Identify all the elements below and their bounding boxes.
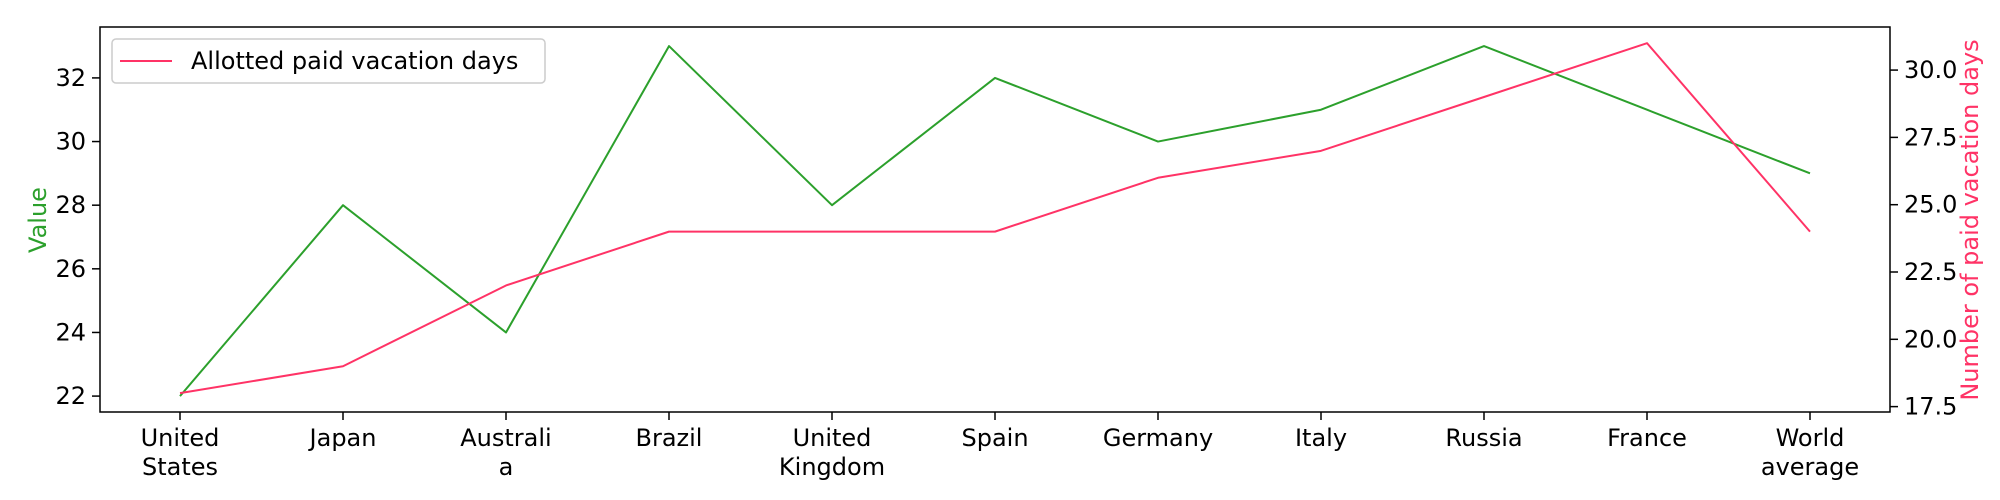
- y-right-tick-label: 27.5: [1904, 123, 1957, 151]
- paid-vacation-series-line: [179, 42, 1811, 395]
- y-left-tick-label: 30: [55, 128, 86, 156]
- y-right-tick-label: 17.5: [1904, 393, 1957, 421]
- y-right-tick-label: 22.5: [1904, 258, 1957, 286]
- y-axis-left: 22 24 26 28 30 32: [55, 64, 100, 410]
- y-axis-right-title: Number of paid vacation days: [1956, 39, 1984, 400]
- y-right-tick-label: 20.0: [1904, 325, 1957, 353]
- legend-label: Allotted paid vacation days: [191, 47, 518, 75]
- y-left-tick-label: 22: [55, 382, 86, 410]
- y-left-tick-label: 26: [55, 255, 86, 283]
- y-left-tick-label: 32: [55, 64, 86, 92]
- x-tick-label: Australi a: [460, 424, 551, 481]
- series-layer: [179, 42, 1811, 397]
- x-tick-label: Germany: [1103, 424, 1213, 452]
- legend: Allotted paid vacation days: [111, 38, 546, 84]
- y-axis-right: 17.5 20.0 22.5 25.0 27.5 30.0: [1890, 56, 1957, 421]
- x-tick-label: Italy: [1295, 424, 1347, 452]
- y-left-tick-label: 28: [55, 191, 86, 219]
- y-right-tick-label: 25.0: [1904, 191, 1957, 219]
- x-tick-label: United Kingdom: [779, 424, 885, 481]
- x-axis: United States Japan Australi a Brazil United Ki…: [141, 412, 1859, 481]
- x-tick-label: Spain: [961, 424, 1028, 452]
- value-series-line: [179, 45, 1811, 397]
- x-tick-label: France: [1607, 424, 1687, 452]
- x-tick-label: Russia: [1445, 424, 1522, 452]
- x-tick-label: Brazil: [636, 424, 703, 452]
- y-left-tick-label: 24: [55, 318, 86, 346]
- x-tick-label: Japan: [308, 424, 377, 452]
- legend-box: [111, 38, 546, 84]
- y-axis-left-title: Value: [24, 187, 52, 253]
- x-tick-label: World average: [1761, 424, 1859, 481]
- x-tick-label: United States: [141, 424, 220, 481]
- y-right-tick-label: 30.0: [1904, 56, 1957, 84]
